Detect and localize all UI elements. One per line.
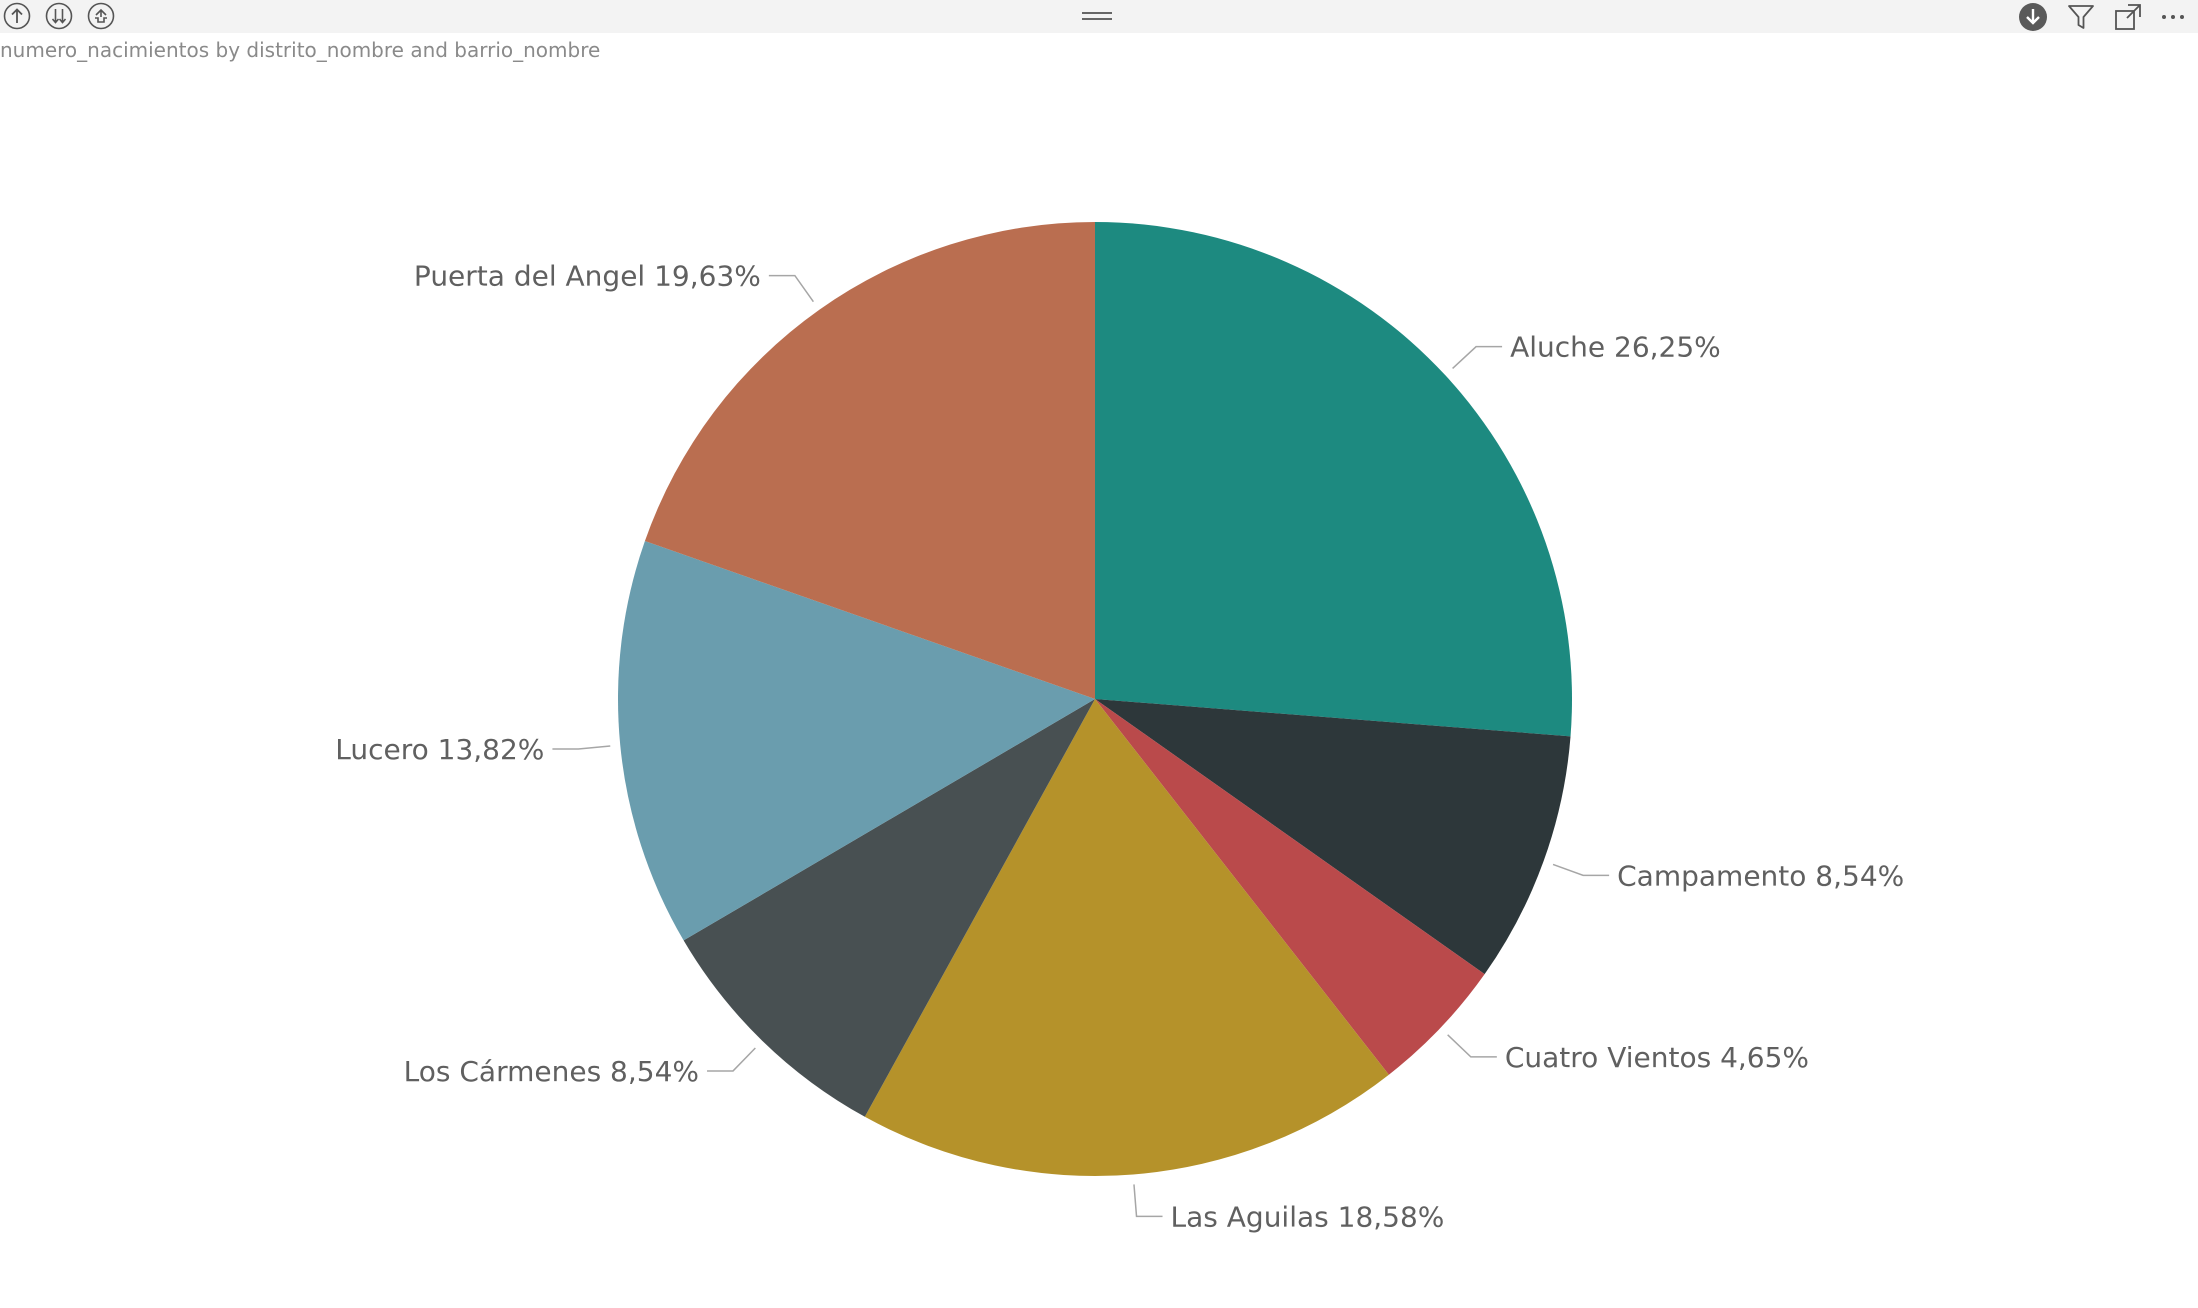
- pie-slice-lucero[interactable]: [618, 541, 1095, 941]
- visual-header: [0, 0, 2198, 33]
- data-label-puerta-del-angel: Puerta del Angel 19,63%: [414, 260, 761, 293]
- leader-line-cuatro-vientos: [1447, 1034, 1497, 1058]
- pie-slice-aluche[interactable]: [1095, 222, 1572, 737]
- pie-slice-puerta-del-angel[interactable]: [644, 222, 1095, 699]
- data-label-campamento: Campamento 8,54%: [1617, 859, 1904, 892]
- focus-mode-icon[interactable]: [2113, 2, 2143, 32]
- data-label-aluche: Aluche 26,25%: [1510, 331, 1721, 364]
- expand-all-down-icon[interactable]: [87, 2, 115, 30]
- data-label-cuatro-vientos: Cuatro Vientos 4,65%: [1505, 1041, 1809, 1074]
- pie-slice-las-aguilas[interactable]: [864, 699, 1389, 1176]
- data-labels: Aluche 26,25% Campamento 8,54% Cuatro Vien…: [335, 260, 1904, 1234]
- data-label-los-carmenes: Los Cármenes 8,54%: [404, 1055, 699, 1088]
- leader-line-aluche: [1452, 345, 1503, 369]
- leader-line-campamento: [1552, 863, 1610, 877]
- drag-handle-icon[interactable]: [1080, 7, 1114, 25]
- more-options-icon[interactable]: [2158, 2, 2188, 32]
- visual-title: numero_nacimientos by distrito_nombre an…: [0, 38, 601, 62]
- data-label-lucero: Lucero 13,82%: [335, 733, 544, 766]
- leader-line-lucero: [552, 745, 611, 750]
- pie-slice-campamento[interactable]: [1095, 699, 1571, 975]
- drill-up-icon[interactable]: [3, 2, 31, 30]
- leader-line-los-carmenes: [707, 1047, 756, 1072]
- leader-line-puerta-del-angel: [768, 274, 814, 303]
- go-to-next-level-icon[interactable]: [45, 2, 73, 30]
- pie-slices: [618, 222, 1572, 1176]
- pie-slice-cuatro-vientos[interactable]: [1095, 699, 1485, 1075]
- pie-slice-los-carmenes[interactable]: [683, 699, 1095, 1117]
- data-label-las-aguilas: Las Aguilas 18,58%: [1171, 1200, 1445, 1233]
- drill-mode-icon[interactable]: [2018, 2, 2048, 32]
- leader-line-las-aguilas: [1133, 1184, 1163, 1218]
- filter-icon[interactable]: [2066, 2, 2096, 32]
